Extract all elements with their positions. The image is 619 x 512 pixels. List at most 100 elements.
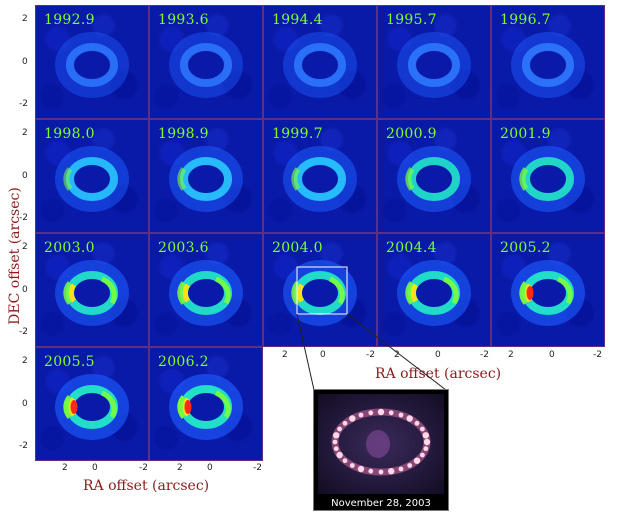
- hotspot: [349, 415, 356, 422]
- panel-1996-7: 1996.7: [491, 5, 605, 119]
- hotspot: [333, 432, 340, 439]
- x-tick: 2: [62, 463, 68, 473]
- hotspot: [336, 451, 343, 459]
- ring-image: [169, 32, 243, 98]
- panel-1994-4: 1994.4: [263, 5, 377, 119]
- hotspot: [420, 426, 425, 432]
- hotspot: [333, 446, 339, 452]
- ring-image: [511, 260, 585, 326]
- panel-1999-7: 1999.7: [263, 119, 377, 233]
- epoch-label: 1995.7: [386, 12, 437, 28]
- ring-image: [283, 32, 357, 98]
- hotspot: [414, 420, 420, 426]
- epoch-label: 1992.9: [44, 12, 95, 28]
- epoch-label: 2004.0: [272, 240, 323, 256]
- epoch-label: 2004.4: [386, 240, 437, 256]
- x-tick: 2: [282, 350, 288, 360]
- x-tick: 2: [394, 350, 400, 360]
- x-tick: -2: [366, 350, 375, 360]
- epoch-label: 2001.9: [500, 126, 551, 142]
- hotspot: [342, 420, 348, 426]
- hotspot: [423, 446, 429, 452]
- x-tick: 2: [508, 350, 514, 360]
- panel-1998-0: 1998.0: [35, 119, 149, 233]
- panel-1993-6: 1993.6: [149, 5, 263, 119]
- epoch-label: 2000.9: [386, 126, 437, 142]
- y-tick: 0: [22, 285, 28, 295]
- panel-2003-6: 2003.6: [149, 233, 263, 347]
- x-tick: 0: [92, 463, 98, 473]
- epoch-label: 2005.5: [44, 354, 95, 370]
- y-tick: 0: [22, 171, 28, 181]
- x-tick: -2: [480, 350, 489, 360]
- y-tick: 2: [22, 128, 28, 138]
- hotspot: [398, 466, 404, 472]
- y-tick: -2: [19, 327, 28, 337]
- ring-image: [55, 32, 129, 98]
- panel-2003-0: 2003.0: [35, 233, 149, 347]
- x-tick: -2: [139, 463, 148, 473]
- panel-2004-4: 2004.4: [377, 233, 491, 347]
- x-tick: 2: [177, 463, 183, 473]
- hotspot: [413, 457, 421, 464]
- ring-image: [169, 146, 243, 212]
- hotspot: [407, 463, 413, 468]
- panel-2005-2: 2005.2: [491, 233, 605, 347]
- hotspot: [349, 463, 355, 468]
- x-tick: 0: [207, 463, 213, 473]
- ring-image: [55, 146, 129, 212]
- y-tick: -2: [19, 213, 28, 223]
- hotspot: [398, 412, 404, 418]
- hotspot: [388, 410, 394, 416]
- epoch-label: 2003.0: [44, 240, 95, 256]
- epoch-label: 1996.7: [500, 12, 551, 28]
- hotspot: [337, 426, 342, 432]
- panel-2000-9: 2000.9: [377, 119, 491, 233]
- panel-1992-9: 1992.9: [35, 5, 149, 119]
- epoch-label: 1993.6: [158, 12, 209, 28]
- hotspot: [420, 452, 425, 458]
- ring-image: [55, 374, 129, 440]
- epoch-label: 1998.0: [44, 126, 95, 142]
- x-tick: 0: [549, 350, 555, 360]
- epoch-label: 2006.2: [158, 354, 209, 370]
- y-axis-title: DEC offset (arcsec): [7, 187, 23, 325]
- hotspot: [342, 458, 348, 464]
- x-axis-title-left: RA offset (arcsec): [83, 478, 210, 494]
- x-tick: -2: [253, 463, 262, 473]
- ring-image: [169, 260, 243, 326]
- panel-1998-9: 1998.9: [149, 119, 263, 233]
- y-tick: -2: [19, 441, 28, 451]
- hotspot: [422, 432, 429, 439]
- inset-caption: November 28, 2003: [331, 498, 431, 509]
- panel-2001-9: 2001.9: [491, 119, 605, 233]
- panel-2006-2: 2006.2: [149, 347, 263, 461]
- epoch-label: 1998.9: [158, 126, 209, 142]
- y-tick: 2: [22, 242, 28, 252]
- epoch-label: 1994.4: [272, 12, 323, 28]
- hotspot: [332, 439, 338, 445]
- x-tick: 0: [320, 350, 326, 360]
- hotspot: [377, 408, 385, 416]
- hotspot: [368, 410, 374, 416]
- x-axis-title-right: RA offset (arcsec): [375, 366, 502, 382]
- ring-image: [283, 146, 357, 212]
- y-tick: -2: [19, 99, 28, 109]
- x-tick: 0: [435, 350, 441, 360]
- ring-image: [55, 260, 129, 326]
- hotspot: [423, 438, 431, 446]
- ring-photo-drawing: [331, 408, 431, 476]
- x-tick: -2: [593, 350, 602, 360]
- epoch-label: 1999.7: [272, 126, 323, 142]
- hotspots: [332, 408, 431, 475]
- ring-image: [511, 32, 585, 98]
- hotspot: [368, 468, 374, 474]
- ring-image: [169, 374, 243, 440]
- y-tick: 2: [22, 14, 28, 24]
- hotspot: [358, 412, 364, 418]
- panel-1995-7: 1995.7: [377, 5, 491, 119]
- epoch-label: 2003.6: [158, 240, 209, 256]
- y-tick: 2: [22, 356, 28, 366]
- hotspot: [378, 469, 384, 475]
